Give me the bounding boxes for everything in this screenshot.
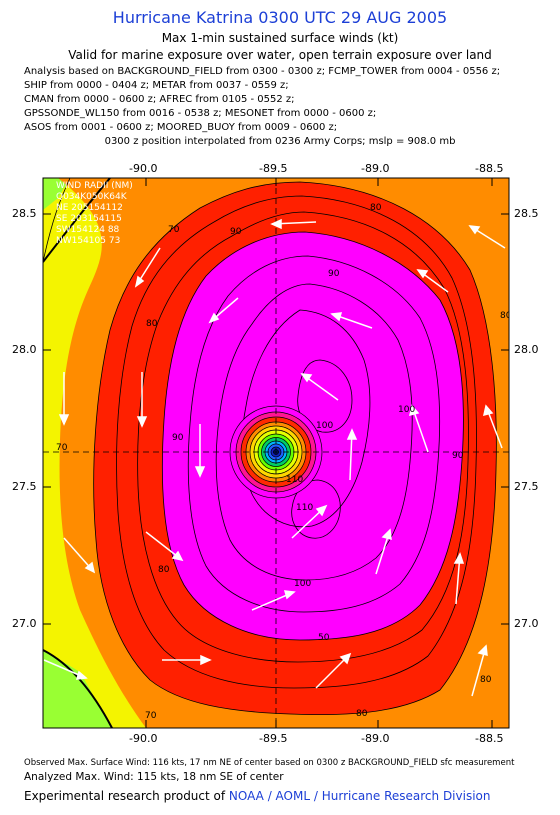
contour-label: 100 [294,579,311,589]
analysis-line: GPSSONDE_WL150 from 0016 - 0538 z; MESON… [24,108,377,119]
contour-label: 90 [172,433,184,443]
lat-tick-label: 28.0 [12,343,37,356]
contour-label: 80 [500,311,512,321]
hurricane-eye [229,405,323,499]
wind-field-plot: 70 80 90 100 110 80 70 80 90 100 110 100… [43,178,512,728]
credit-prefix: Experimental research product of [24,789,229,803]
contour-label: 80 [158,565,170,575]
contour-label: 70 [56,443,68,453]
lon-tick-label: -89.0 [361,162,390,175]
analysis-line: SHIP from 0000 - 0404 z; METAR from 0037… [24,80,289,91]
lon-tick-label: -88.5 [475,732,504,745]
credit-organization: NOAA / AOML / Hurricane Research Divisio… [228,789,491,803]
analyzed-max-wind: Analyzed Max. Wind: 115 kts, 18 nm SE of… [24,771,284,783]
contour-label: 110 [286,475,303,485]
wind-radii-title: WIND RADII (NM) [56,181,133,191]
wind-radii-legend: WIND RADII (NM) Q034K050K64K NE 20515411… [56,181,133,247]
wind-radii-row: NE 205154112 [56,203,123,213]
wind-vectors [43,218,506,697]
contour-label: 80 [356,709,368,719]
lon-tick-label: -90.0 [129,162,158,175]
lat-tick-label: 27.0 [514,617,539,630]
contour-label: 50 [318,633,330,643]
axis-ticks [43,178,509,728]
wind-radii-row: NW154105 73 [56,236,121,246]
lon-tick-label: -88.5 [475,162,504,175]
lon-tick-label: -89.5 [259,162,288,175]
contour-label: 90 [452,451,464,461]
lat-tick-label: 27.0 [12,617,37,630]
coastline [43,649,113,728]
contour-lines [43,178,497,716]
lat-tick-label: 28.5 [514,207,539,220]
contour-label: 90 [230,227,242,237]
contour-labels: 70 80 90 100 110 80 70 80 90 100 110 100… [56,203,512,721]
observed-max-wind: Observed Max. Surface Wind: 116 kts, 17 … [24,758,515,768]
credit-line: Experimental research product of NOAA / … [24,789,490,803]
analysis-line: Analysis based on BACKGROUND_FIELD from … [24,66,501,77]
analysis-line: CMAN from 0000 - 0600 z; AFREC from 0105… [24,94,295,105]
analysis-line: ASOS from 0001 - 0600 z; MOORED_BUOY fro… [24,122,338,133]
contour-label: 110 [296,503,313,513]
wind-radii-header: Q034K050K64K [56,192,127,202]
position-note: 0300 z position interpolated from 0236 A… [104,136,456,147]
lat-tick-label: 28.5 [12,207,37,220]
contour-label: 70 [168,225,180,235]
contour-label: 80 [480,675,492,685]
lon-tick-label: -90.0 [129,732,158,745]
lon-tick-label: -89.5 [259,732,288,745]
contour-label: 100 [398,405,415,415]
contour-label: 100 [316,421,333,431]
wind-radii-row: SW154124 88 [56,225,120,235]
contour-label: 90 [328,269,340,279]
contour-label: 80 [370,203,382,213]
contour-label: 80 [146,319,158,329]
land-area [43,178,70,210]
lat-tick-label: 27.5 [12,480,37,493]
map-title: Hurricane Katrina 0300 UTC 29 AUG 2005 [112,8,448,27]
wind-radii-row: SE 203154115 [56,214,122,224]
lat-tick-label: 27.5 [514,480,539,493]
map-subtitle: Max 1-min sustained surface winds (kt) [161,31,399,45]
lon-tick-label: -89.0 [361,732,390,745]
map-subtitle-exposure: Valid for marine exposure over water, op… [68,48,492,62]
contour-label: 70 [145,711,157,721]
lat-tick-label: 28.0 [514,343,539,356]
coastline [43,178,111,263]
land-area [43,650,112,728]
